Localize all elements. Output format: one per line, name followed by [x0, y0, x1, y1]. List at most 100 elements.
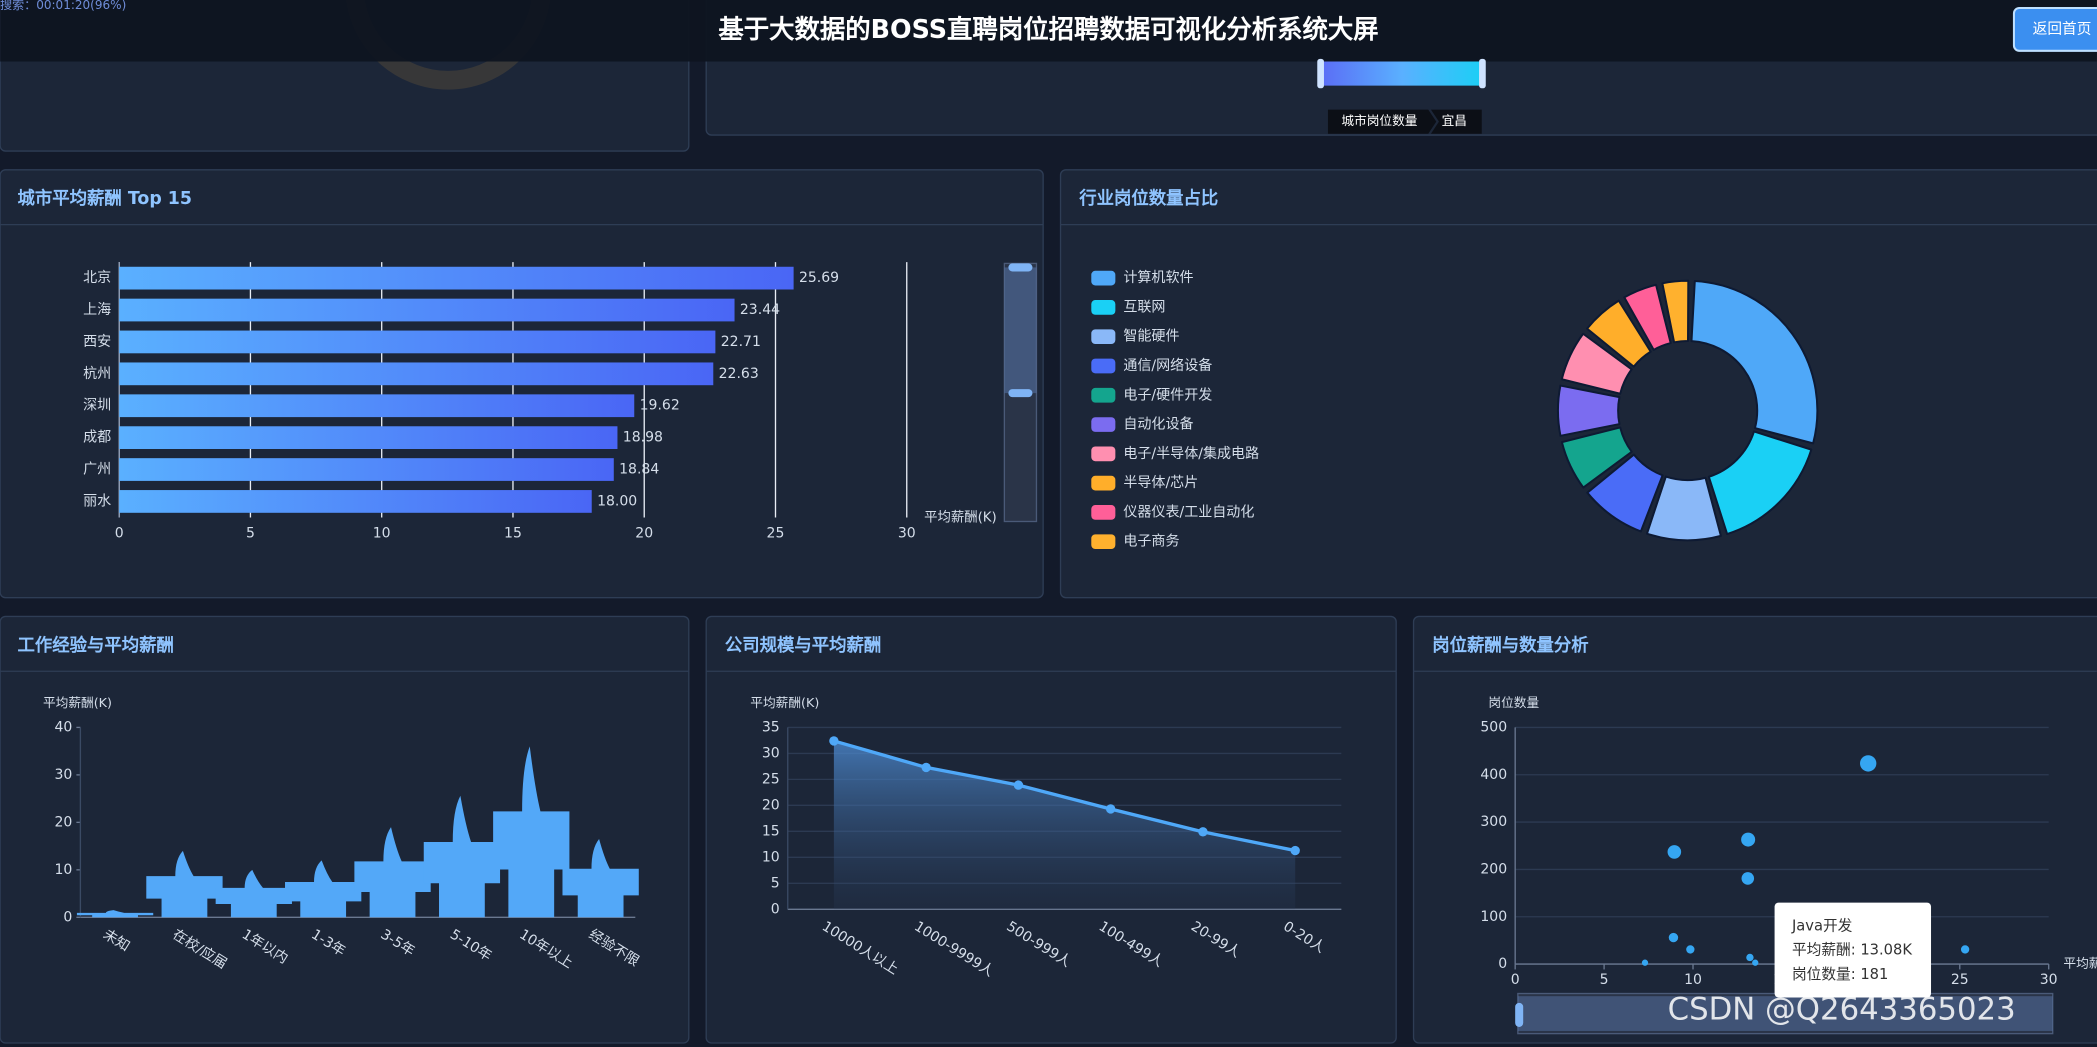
legend-swatch	[1091, 505, 1116, 520]
y-axis-label: 岗位数量	[1488, 695, 1539, 710]
zoom-handle[interactable]	[1008, 389, 1033, 398]
bar	[119, 394, 635, 418]
page-title: 基于大数据的BOSS直聘岗位招聘数据可视化分析系统大屏	[718, 14, 1378, 44]
breadcrumb[interactable]	[1430, 109, 1482, 134]
legend-label: 计算机软件	[1123, 270, 1193, 286]
point	[1013, 780, 1024, 790]
pie-slice	[1645, 475, 1722, 542]
point	[1198, 827, 1208, 837]
pie-slice	[1623, 283, 1672, 351]
breadcrumb-label: 城市岗位数量	[1341, 113, 1417, 128]
scatter-point	[1686, 945, 1695, 954]
y-tick-label: 上海	[83, 302, 111, 318]
x-axis-label: 平均薪酬(K)	[924, 509, 997, 525]
home-button-label[interactable]: 返回首页	[2033, 20, 2092, 37]
legend-swatch	[1091, 534, 1116, 550]
y-axis-label: 平均薪酬(K)	[750, 695, 819, 710]
breadcrumb[interactable]	[1327, 109, 1437, 134]
y-tick-label: 10	[762, 849, 780, 865]
value-label: 22.71	[721, 334, 761, 350]
visual-map-handle[interactable]	[1317, 58, 1324, 89]
x-tick-label: 15	[504, 526, 522, 542]
zoom-window[interactable]	[1517, 996, 2053, 1031]
legend-swatch	[1091, 446, 1116, 462]
bar	[119, 490, 592, 513]
legend-label: 仪器仪表/工业自动化	[1123, 504, 1254, 520]
legend-label: 互联网	[1123, 299, 1165, 315]
y-tick-label: 100	[1480, 909, 1507, 925]
tooltip-line: 平均薪酬: 13.08K	[1792, 942, 1912, 959]
pictorial-bar	[76, 910, 154, 918]
zoom-handle[interactable]	[1515, 1002, 1524, 1027]
legend-swatch	[1091, 329, 1116, 345]
y-tick-label: 北京	[83, 270, 111, 286]
panel	[0, 615, 690, 1044]
panel-title: 工作经验与平均薪酬	[18, 635, 174, 656]
y-tick-label: 广州	[83, 462, 111, 478]
panel-title: 岗位薪酬与数量分析	[1432, 635, 1588, 656]
status: 搜索：00:01:20(96%)	[0, 0, 126, 12]
x-tick-label: 0	[115, 526, 124, 542]
zoom-handle[interactable]	[1008, 263, 1033, 272]
area	[833, 740, 1296, 910]
value-label: 19.62	[640, 398, 680, 414]
scatter-point	[1741, 872, 1755, 885]
y-tick-label: 30	[762, 745, 780, 761]
y-tick-label: 20	[55, 814, 73, 830]
x-tick-label: 5	[1600, 972, 1609, 988]
y-tick-label: 400	[1480, 767, 1507, 783]
y-tick-label: 40	[55, 719, 73, 735]
pictorial-bar	[146, 850, 223, 918]
point	[1105, 804, 1116, 814]
visual-map	[1319, 61, 1485, 86]
legend-label: 电子/半导体/集成电路	[1123, 445, 1259, 462]
x-tick-label: 0	[1511, 972, 1520, 988]
scatter-point	[1746, 953, 1754, 962]
visual-map-handle[interactable]	[1479, 58, 1486, 89]
pictorial-bar	[285, 860, 362, 918]
y-tick-label: 15	[762, 823, 780, 839]
pie-slice	[1707, 430, 1813, 536]
scatter-point	[1641, 959, 1649, 966]
point	[829, 736, 839, 746]
bar	[119, 266, 794, 290]
y-tick-label: 深圳	[83, 398, 111, 414]
scatter-point	[1667, 845, 1682, 859]
y-tick-label: 35	[762, 719, 780, 735]
y-tick-label: 0	[63, 909, 72, 925]
zoom-window[interactable]	[1004, 267, 1037, 394]
y-tick-label: 200	[1480, 861, 1507, 877]
y-tick-label: 成都	[83, 430, 111, 446]
y-axis-label: 平均薪酬(K)	[43, 695, 112, 710]
x-tick-label: 25	[767, 526, 785, 542]
legend-swatch	[1091, 270, 1116, 286]
legend-label: 电子商务	[1123, 534, 1179, 550]
watermark: CSDN @Q2643365023	[1668, 991, 2016, 1027]
home-button[interactable]	[2012, 7, 2097, 52]
value-label: 18.00	[597, 493, 637, 509]
bar	[119, 298, 735, 322]
line	[833, 739, 1296, 853]
y-tick-label: 300	[1480, 814, 1507, 830]
pie-slice	[1586, 299, 1652, 368]
scatter-point	[1668, 932, 1679, 943]
pictorial-bar	[423, 795, 501, 918]
pictorial-bar	[215, 869, 292, 918]
breadcrumb-label[interactable]: 宜昌	[1442, 113, 1467, 128]
pie-slice	[1556, 384, 1621, 437]
pie-slice	[1661, 279, 1690, 344]
y-tick-label: 丽水	[83, 493, 111, 509]
panel-title: 行业岗位数量占比	[1078, 188, 1218, 209]
pictorial-bar	[354, 827, 431, 918]
y-tick-label: 西安	[83, 334, 111, 350]
pie-slice	[1690, 279, 1819, 445]
overlay: Java开发 平均薪酬: 13.08K 岗位数量: 181 CSDN @Q264…	[1668, 902, 2016, 1027]
y-tick-label: 20	[762, 797, 780, 813]
bar	[119, 330, 716, 354]
legend-label: 电子/硬件开发	[1123, 387, 1212, 403]
scatter-point	[1752, 959, 1759, 966]
pie-slice	[1586, 453, 1664, 533]
y-tick-label: 500	[1480, 719, 1507, 735]
panel-title: 城市平均薪酬 Top 15	[18, 188, 192, 209]
